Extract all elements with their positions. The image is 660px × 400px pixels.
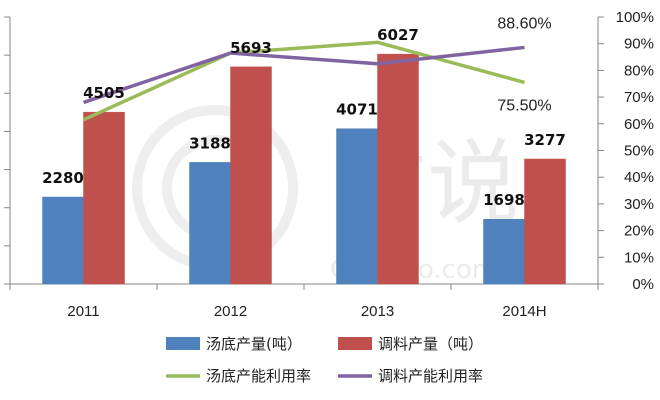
bar	[524, 158, 566, 285]
right-axis-tick-label: 30%	[624, 196, 654, 213]
line-annotation: 88.60%	[497, 15, 551, 32]
legend-swatch	[338, 337, 372, 350]
bar-data-label: 3188	[189, 134, 231, 152]
right-axis-tick-label: 90%	[624, 36, 654, 53]
x-axis-tick-label: 2013	[361, 303, 394, 320]
line-annotation: 75.50%	[497, 97, 551, 114]
right-axis-tick-label: 20%	[624, 223, 654, 240]
bar-data-label: 6027	[377, 26, 419, 44]
right-axis-tick-label: 80%	[624, 62, 654, 79]
bar	[483, 218, 525, 285]
legend-label: 调料产量（吨）	[378, 335, 483, 353]
bar	[189, 162, 231, 285]
x-axis-tick-label: 2014H	[502, 303, 546, 320]
right-axis-tick-label: 50%	[624, 143, 654, 160]
legend-label: 汤底产量(吨）	[206, 335, 302, 353]
right-axis-tick-label: 60%	[624, 116, 654, 133]
bar-data-label: 4505	[83, 84, 125, 102]
bars-layer	[42, 53, 566, 285]
lines-layer	[82, 40, 525, 122]
legend-swatch	[166, 337, 200, 350]
bar	[42, 196, 84, 285]
legend-label: 汤底产能利用率	[206, 367, 311, 385]
series-line	[82, 40, 525, 122]
right-axis-tick-label: 0%	[632, 276, 654, 293]
bar	[83, 111, 125, 285]
x-axis-tick-label: 2011	[67, 303, 99, 320]
bar-data-label: 4071	[336, 101, 378, 119]
x-axis-tick-label: 2012	[214, 303, 247, 320]
right-axis-tick-label: 70%	[624, 89, 654, 106]
axes: 0% 10% 20% 30% 40% 50% 60% 70% 80% 90% 100% 2011 201…	[4, 9, 654, 320]
bar-data-label: 2280	[42, 169, 84, 187]
right-axis-tick-label: 40%	[624, 169, 654, 186]
bar	[377, 53, 419, 285]
right-axis-tick-label: 10%	[624, 249, 654, 266]
legend-label: 调料产能利用率	[378, 367, 483, 385]
right-axis-tick-label: 100%	[616, 9, 654, 26]
bar	[230, 66, 272, 285]
bar-data-label: 1698	[483, 191, 525, 209]
data-labels-layer: 2280 4505 3188 5693 4071 6027 1698 3277 88.60% 75…	[42, 15, 566, 209]
bar-data-label: 5693	[230, 39, 272, 57]
legend: 汤底产量(吨） 调料产量（吨） 汤底产能利用率 调料产能利用率	[166, 335, 483, 385]
bar-data-label: 3277	[524, 131, 566, 149]
series-line	[82, 45, 525, 105]
bar	[336, 128, 378, 285]
